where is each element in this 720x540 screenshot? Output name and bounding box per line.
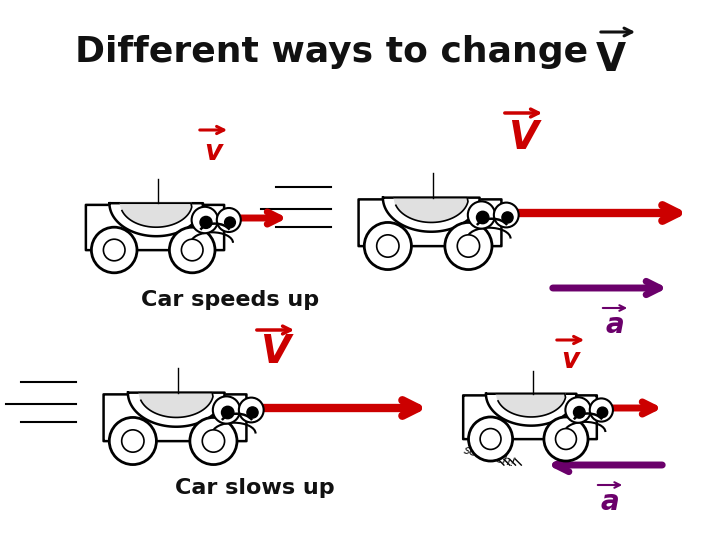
Circle shape bbox=[556, 429, 577, 449]
Text: a: a bbox=[606, 311, 624, 339]
Circle shape bbox=[104, 239, 125, 261]
Circle shape bbox=[480, 429, 501, 449]
Circle shape bbox=[590, 399, 613, 422]
Polygon shape bbox=[120, 203, 192, 227]
Circle shape bbox=[91, 227, 137, 273]
Polygon shape bbox=[139, 393, 213, 417]
Circle shape bbox=[377, 235, 399, 257]
Circle shape bbox=[213, 396, 240, 424]
Circle shape bbox=[225, 217, 235, 228]
Circle shape bbox=[202, 430, 225, 452]
Circle shape bbox=[109, 417, 156, 464]
Polygon shape bbox=[383, 198, 480, 232]
Text: v: v bbox=[561, 346, 579, 374]
Text: Car slows up: Car slows up bbox=[175, 478, 335, 498]
Circle shape bbox=[192, 207, 218, 233]
Polygon shape bbox=[109, 203, 203, 236]
FancyBboxPatch shape bbox=[359, 199, 501, 246]
Circle shape bbox=[469, 417, 513, 461]
Text: v: v bbox=[204, 138, 222, 166]
Text: V: V bbox=[596, 41, 626, 79]
Text: Different ways to change: Different ways to change bbox=[75, 35, 600, 69]
Circle shape bbox=[181, 239, 203, 261]
Circle shape bbox=[494, 202, 518, 227]
FancyBboxPatch shape bbox=[86, 205, 224, 250]
Circle shape bbox=[239, 397, 264, 422]
Circle shape bbox=[169, 227, 215, 273]
Circle shape bbox=[574, 407, 585, 418]
Circle shape bbox=[468, 201, 495, 228]
Circle shape bbox=[457, 235, 480, 257]
Circle shape bbox=[247, 407, 258, 418]
Circle shape bbox=[477, 211, 489, 224]
Circle shape bbox=[222, 406, 234, 418]
Circle shape bbox=[445, 222, 492, 269]
Circle shape bbox=[200, 217, 212, 228]
Text: V: V bbox=[508, 119, 538, 157]
Polygon shape bbox=[496, 394, 565, 417]
Circle shape bbox=[190, 417, 237, 464]
Circle shape bbox=[217, 208, 240, 232]
Circle shape bbox=[565, 397, 591, 423]
Polygon shape bbox=[394, 198, 468, 222]
Circle shape bbox=[502, 212, 513, 223]
Circle shape bbox=[122, 430, 144, 452]
Text: screech!: screech! bbox=[462, 444, 518, 470]
Text: V: V bbox=[260, 333, 290, 371]
FancyBboxPatch shape bbox=[104, 394, 246, 441]
Text: a: a bbox=[600, 488, 619, 516]
FancyBboxPatch shape bbox=[463, 395, 597, 439]
Circle shape bbox=[598, 407, 608, 417]
Circle shape bbox=[364, 222, 411, 269]
Text: Car speeds up: Car speeds up bbox=[141, 290, 319, 310]
Polygon shape bbox=[486, 394, 577, 426]
Circle shape bbox=[544, 417, 588, 461]
Polygon shape bbox=[128, 393, 225, 427]
